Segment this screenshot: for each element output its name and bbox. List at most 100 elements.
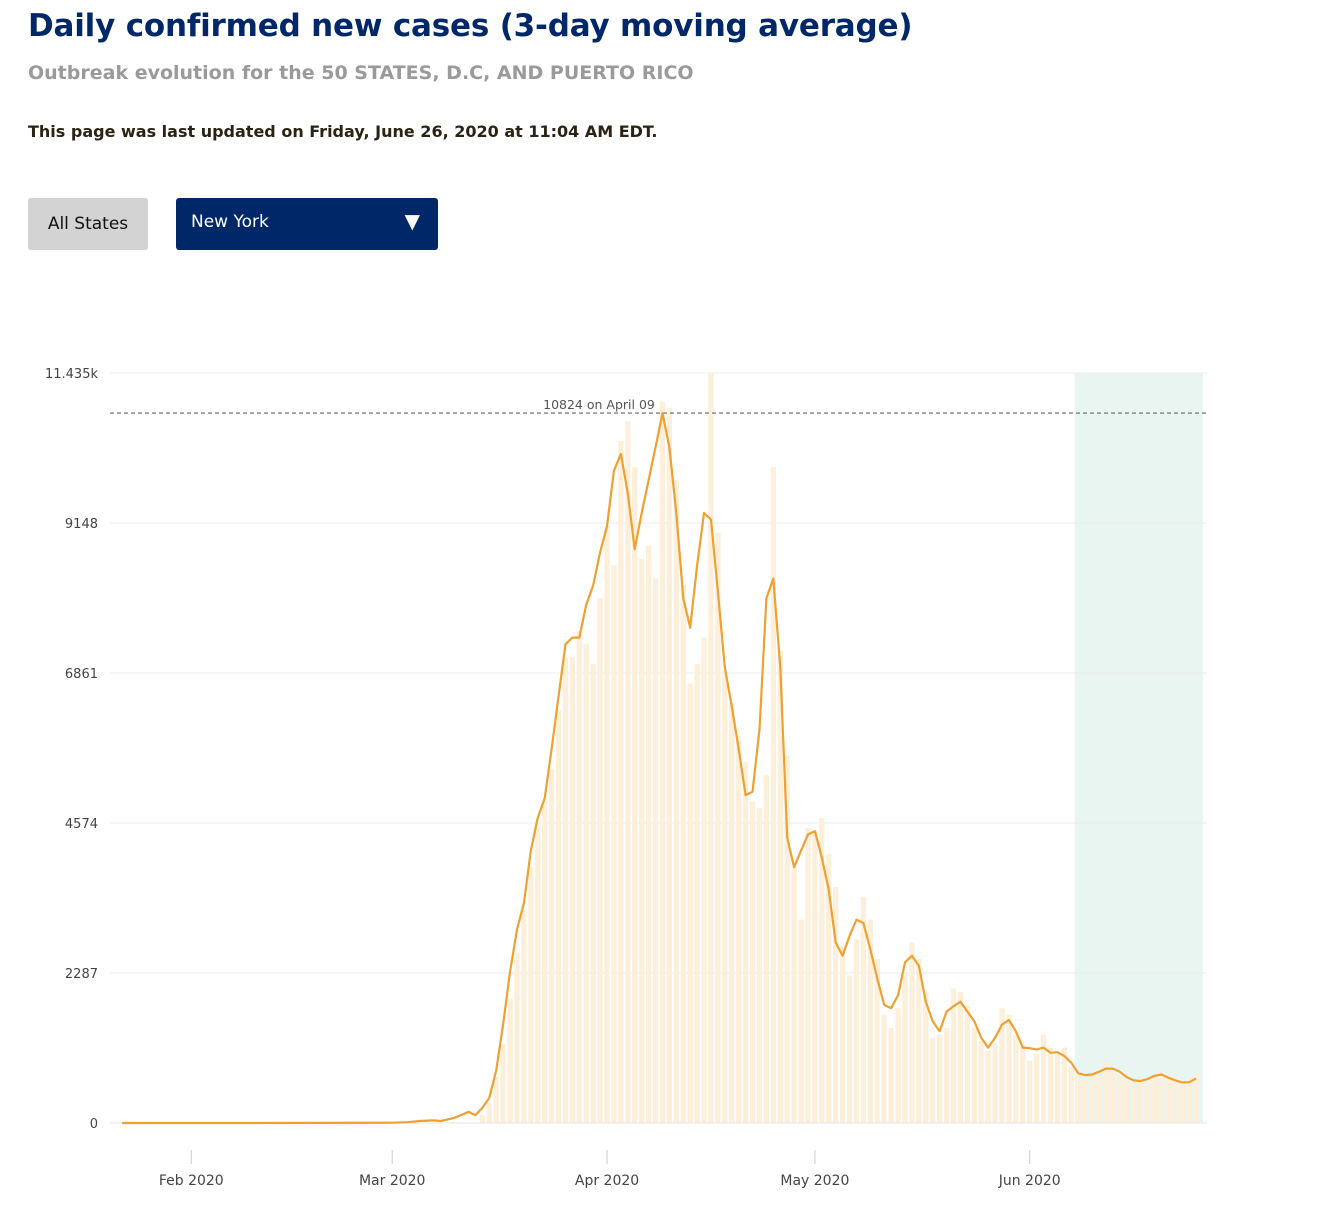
triangle-down-icon: ▼ xyxy=(404,209,420,233)
daily-bar xyxy=(1144,1081,1151,1123)
page-title: Daily confirmed new cases (3-day moving … xyxy=(28,8,913,44)
daily-bar xyxy=(493,1077,499,1123)
daily-bar xyxy=(1040,1034,1047,1123)
daily-bar xyxy=(833,886,839,1123)
page-subtitle: Outbreak evolution for the 50 STATES, D.… xyxy=(28,62,694,84)
daily-bar xyxy=(597,598,603,1123)
daily-bar xyxy=(867,919,873,1123)
daily-bar xyxy=(964,1004,970,1123)
daily-bar xyxy=(826,854,832,1123)
daily-bar xyxy=(625,421,631,1123)
daily-bar xyxy=(1137,1080,1144,1123)
daily-bar xyxy=(1075,1070,1081,1123)
daily-bar xyxy=(985,1050,991,1123)
daily-bar xyxy=(881,1014,887,1123)
daily-bar xyxy=(1103,1062,1109,1123)
daily-bar xyxy=(514,952,520,1123)
daily-bar xyxy=(1061,1047,1067,1123)
daily-bar xyxy=(916,959,922,1123)
daily-bar xyxy=(791,867,797,1123)
daily-bar xyxy=(1172,1082,1178,1123)
daily-bar xyxy=(673,480,679,1123)
daily-bar xyxy=(812,831,818,1123)
x-tick-label: May 2020 xyxy=(780,1173,849,1189)
grid-lines xyxy=(110,372,1207,1124)
y-tick-label: 0 xyxy=(90,1117,98,1132)
daily-bar xyxy=(611,565,617,1123)
daily-bar xyxy=(839,945,846,1123)
daily-bar xyxy=(521,909,527,1123)
state-select-dropdown[interactable]: New York ▼ xyxy=(176,198,438,250)
daily-bar xyxy=(930,1037,936,1123)
daily-bar xyxy=(1158,1071,1164,1123)
daily-bar xyxy=(1082,1080,1088,1123)
daily-bar xyxy=(548,768,555,1123)
peak-annotation: 10824 on April 09 xyxy=(110,397,1207,414)
daily-bar xyxy=(860,896,867,1123)
daily-bar xyxy=(756,808,763,1123)
daily-bar xyxy=(1151,1077,1158,1123)
daily-bar xyxy=(853,939,860,1123)
all-states-button[interactable]: All States xyxy=(28,198,148,250)
daily-bar xyxy=(1110,1071,1116,1123)
daily-bar xyxy=(909,942,915,1123)
daily-bar xyxy=(528,867,534,1123)
daily-bar xyxy=(500,1044,506,1123)
x-tick-label: Jun 2020 xyxy=(998,1173,1061,1189)
daily-bar xyxy=(1131,1083,1137,1123)
daily-bar xyxy=(749,801,756,1123)
daily-bar xyxy=(590,663,596,1123)
daily-bar xyxy=(1006,1014,1012,1123)
last-updated-text: This page was last updated on Friday, Ju… xyxy=(28,122,658,141)
daily-bar xyxy=(722,670,728,1123)
daily-bar xyxy=(1047,1047,1054,1123)
daily-bar xyxy=(583,644,589,1123)
daily-bar xyxy=(680,585,686,1123)
daily-bar xyxy=(639,558,645,1123)
daily-bar xyxy=(874,959,880,1123)
peak-label: 10824 on April 09 xyxy=(543,397,655,412)
y-axis-ticks: 0 2287 4574 6861 9148 11.435k xyxy=(45,367,98,1132)
daily-bar xyxy=(943,1027,950,1123)
daily-bar xyxy=(805,827,811,1123)
daily-bar xyxy=(1124,1080,1130,1123)
daily-bar xyxy=(632,467,638,1124)
daily-bar xyxy=(957,991,964,1123)
daily-bar xyxy=(604,526,610,1123)
x-tick-label: Mar 2020 xyxy=(359,1173,426,1189)
daily-bar xyxy=(645,545,652,1123)
daily-bar xyxy=(1013,1034,1019,1123)
daily-bar xyxy=(1068,1067,1074,1123)
daily-bar xyxy=(618,440,624,1124)
daily-bar xyxy=(971,1027,977,1123)
daily-bar xyxy=(1027,1060,1033,1123)
daily-bar xyxy=(687,683,693,1123)
x-tick-label: Feb 2020 xyxy=(159,1173,224,1189)
daily-bar xyxy=(715,532,721,1123)
daily-bar xyxy=(1089,1073,1095,1123)
daily-bar xyxy=(1033,1054,1040,1123)
daily-bar xyxy=(846,975,853,1123)
y-tick-label: 11.435k xyxy=(45,367,98,382)
y-tick-label: 6861 xyxy=(65,667,98,682)
daily-bar xyxy=(950,988,957,1123)
y-tick-label: 2287 xyxy=(65,967,98,982)
daily-bar xyxy=(576,631,582,1123)
daily-bar xyxy=(1020,1044,1026,1123)
y-tick-label: 9148 xyxy=(65,517,98,532)
daily-bar xyxy=(763,775,770,1123)
x-axis-ticks: Feb 2020 Mar 2020 Apr 2020 May 2020 Jun 2020 xyxy=(159,1150,1061,1189)
daily-bar xyxy=(507,998,513,1123)
daily-bar xyxy=(569,657,576,1123)
daily-bar xyxy=(798,919,804,1123)
daily-bar xyxy=(923,991,929,1123)
moving-average-line xyxy=(122,412,1197,1125)
daily-bar xyxy=(555,709,562,1123)
daily-bar xyxy=(652,578,659,1123)
daily-bar xyxy=(819,818,825,1123)
daily-bar xyxy=(542,801,548,1123)
daily-bar xyxy=(1179,1083,1185,1123)
daily-bar xyxy=(701,637,707,1123)
daily-bar xyxy=(736,736,742,1123)
